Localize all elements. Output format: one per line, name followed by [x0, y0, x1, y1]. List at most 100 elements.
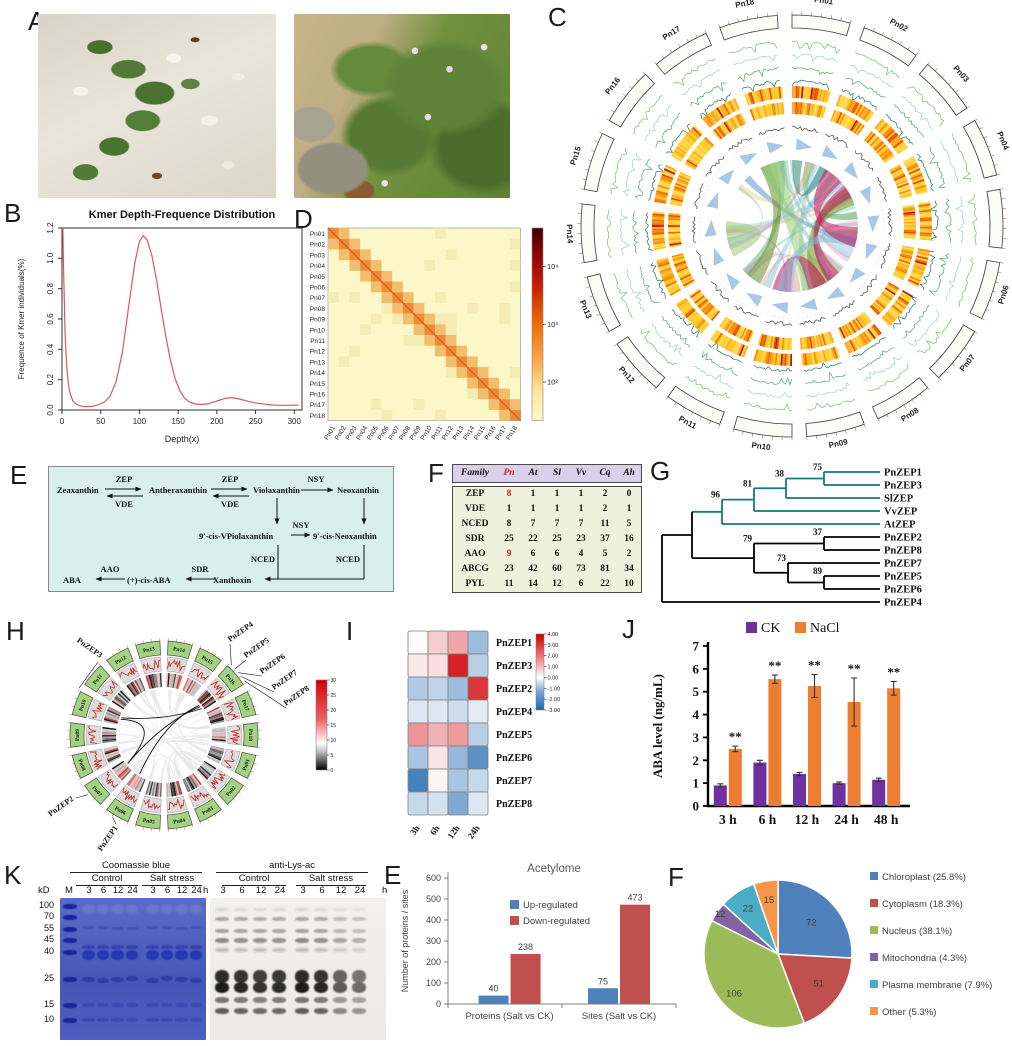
protein-band — [189, 1003, 202, 1007]
contact-cell-near — [392, 281, 403, 293]
chromosome-label: Pn05 — [142, 818, 155, 826]
repeat-heat-segment — [815, 351, 820, 364]
density-track — [662, 315, 691, 348]
slice-value-label: 72 — [806, 917, 817, 928]
repeat-heat-segment — [781, 102, 785, 115]
protein-band — [272, 1008, 286, 1014]
repeat-heat-segment — [919, 211, 932, 215]
phylogenetic-tree: 7538819637897379PnZEP1PnZEP3SlZEPVvZEPAt… — [661, 462, 923, 609]
heat-segment — [103, 745, 118, 750]
repeat-heat-segment — [876, 121, 887, 132]
ck-bar — [753, 762, 767, 806]
repeat-heat-segment — [776, 353, 780, 366]
heat-segment — [113, 697, 126, 708]
protein-band — [215, 1008, 229, 1014]
repeat-heat-segment — [919, 232, 932, 235]
heat-segment — [128, 774, 138, 787]
lane-time-label: 3 — [300, 885, 306, 896]
heat-segment — [102, 726, 117, 730]
heat-segment — [117, 766, 129, 778]
repeat-heat-segment — [723, 121, 732, 133]
scale-tick — [948, 82, 952, 85]
repeat-heat-segment — [911, 268, 924, 275]
repeat-heat-segment — [767, 104, 772, 117]
chromosome-bar — [667, 385, 725, 425]
repeat-heat-segment — [902, 245, 915, 250]
repeat-heat-segment — [852, 102, 860, 114]
repeat-heat-segment — [804, 86, 808, 99]
repeat-heat-segment — [901, 246, 914, 251]
repeat-heat-segment — [918, 203, 931, 208]
heat-segment — [104, 716, 119, 723]
heat-segment — [103, 746, 118, 752]
protein-band — [333, 997, 347, 1003]
protein-band — [352, 982, 366, 993]
row-label: Pn12 — [310, 349, 326, 356]
protein-band — [215, 970, 229, 983]
row-label: PnZEP5 — [496, 730, 532, 741]
heat-segment — [192, 773, 202, 786]
repeat-heat-segment — [689, 312, 700, 323]
row-label: Pn16 — [310, 392, 326, 399]
repeat-heat-segment — [766, 104, 771, 117]
repeat-heat-segment — [677, 144, 688, 153]
chromosome-block — [167, 640, 193, 660]
gc-track — [695, 250, 709, 275]
scale-tick — [184, 826, 186, 830]
repeat-heat-segment — [722, 337, 731, 349]
repeat-heat-segment — [907, 166, 920, 174]
repeat-heat-segment — [851, 120, 860, 132]
repeat-heat-segment — [723, 319, 732, 331]
scale-tick — [890, 36, 893, 40]
repeat-heat-segment — [667, 285, 680, 293]
background-ribbon — [126, 750, 148, 771]
colorbar-tick-label: 30 — [331, 678, 337, 684]
protein-band — [253, 982, 267, 993]
repeat-heat-segment — [681, 138, 693, 148]
table-cell: 1 — [626, 504, 632, 514]
repeat-heat-segment — [675, 181, 688, 187]
density-track — [750, 376, 793, 386]
contact-cell-near — [392, 302, 403, 314]
slice-value-label: 51 — [813, 979, 824, 990]
scale-tick — [718, 24, 721, 28]
protein-band — [125, 976, 138, 982]
repeat-heat-segment — [719, 316, 728, 328]
repeat-heat-segment — [852, 319, 861, 331]
repeat-heat-segment — [820, 350, 825, 363]
synteny-ribbon — [727, 186, 764, 241]
heat-segment — [159, 782, 162, 797]
heat-segment — [104, 749, 119, 755]
heat-segment — [137, 778, 145, 792]
lane-time-label: 6 — [100, 885, 107, 896]
repeat-heat-segment — [848, 119, 857, 131]
repeat-heat-segment — [766, 87, 771, 101]
repeat-heat-segment — [702, 117, 712, 128]
density-track — [917, 318, 953, 354]
row-label: PnZEP4 — [496, 707, 532, 718]
y-tick-label: 0 — [436, 999, 441, 1009]
scale-tick — [727, 21, 730, 25]
repeat-heat-segment — [847, 99, 855, 112]
repeat-heat-segment — [738, 327, 746, 339]
repeat-heat-segment — [735, 342, 742, 355]
gel-lane — [82, 898, 95, 1040]
repeat-heat-segment — [903, 213, 916, 216]
heat-segment — [210, 745, 225, 750]
heat-segment — [211, 740, 226, 744]
heat-segment — [189, 682, 198, 695]
protein-band — [234, 997, 248, 1003]
repeat-heat-segment — [658, 180, 671, 187]
density-track — [916, 153, 934, 191]
repeat-heat-segment — [848, 100, 856, 113]
dotted-ring — [760, 133, 786, 140]
colorbar-tick-label: 20 — [331, 708, 337, 714]
contact-cell-near — [499, 388, 510, 400]
heatmap-cell — [427, 630, 449, 655]
repeat-heat-segment — [810, 103, 815, 116]
pathway-text: ZEP — [222, 474, 239, 484]
scale-tick — [199, 645, 202, 649]
heat-segment — [184, 679, 193, 693]
density-ring — [206, 677, 231, 701]
repeat-heat-segment — [815, 335, 820, 348]
